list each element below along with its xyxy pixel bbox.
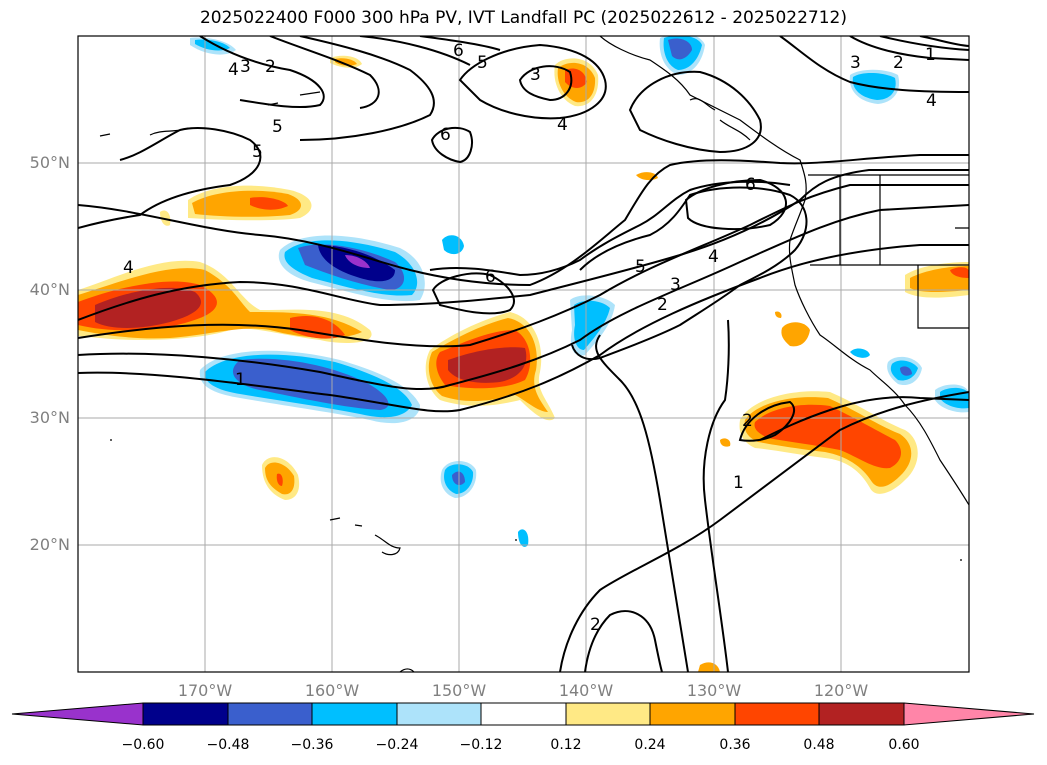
contour-label: 5 [635,257,646,277]
contour-label: 4 [123,258,134,278]
colorbar-tick: −0.60 [121,737,165,753]
lon-label: 140°W [558,681,614,700]
colorbar-swatch [565,702,651,726]
colorbar-swatch [818,702,905,726]
lon-label: 130°W [686,681,742,700]
colorbar-swatch [311,702,398,726]
contour-label: 2 [657,295,668,315]
colorbar-swatch [227,702,313,726]
lat-label: 50°N [29,153,70,172]
map-frame [77,35,970,673]
contour-labels: 1 1 1 2 2 2 2 2 3 3 3 3 4 4 4 4 4 5 5 5 … [123,41,937,635]
contour-label: 6 [440,125,451,145]
contours [78,36,969,672]
colorbar-swatch [480,702,567,726]
contour-label: 1 [235,370,246,390]
colorbar-swatch [649,702,736,726]
contour-label: 3 [670,275,681,295]
contour-label: 6 [453,41,464,61]
colorbar-tick: 0.24 [634,737,666,753]
colorbar-extend-low [11,702,144,726]
contour-label: 2 [742,411,753,431]
contour-label: 4 [708,247,719,267]
contour-label: 2 [590,615,601,635]
colorbar-tick: 0.36 [719,737,751,753]
contour-label: 6 [485,267,496,287]
colorbar [11,702,1035,726]
contour-label: 4 [926,91,937,111]
colorbar-tick: 0.12 [550,737,582,753]
contour-label: 1 [925,45,936,65]
contour-label: 5 [272,117,283,137]
contour-label: 6 [745,175,756,195]
contour-label: 2 [893,53,904,73]
lon-label: 170°W [177,681,233,700]
lat-label: 40°N [29,280,70,299]
colorbar-swatch [396,702,482,726]
contour-label: 3 [530,65,541,85]
map-title: 2025022400 F000 300 hPa PV, IVT Landfall… [199,8,847,28]
contour-label: 4 [557,115,568,135]
colorbar-extend-high [903,702,1035,726]
colorbar-tick: 0.48 [803,737,835,753]
contour-label: 5 [252,142,263,162]
plot-area: 1 1 1 2 2 2 2 2 3 3 3 3 4 4 4 4 4 5 5 5 … [78,36,969,672]
contour-label: 4 [228,60,239,80]
lat-label: 30°N [29,408,70,427]
colorbar-tick: −0.24 [375,737,419,753]
contour-label: 3 [240,57,251,77]
contour-label: 5 [477,53,488,73]
colorbar-tick: −0.12 [459,737,503,753]
contour-label: 3 [850,53,861,73]
lon-label: 160°W [304,681,360,700]
colorbar-tick: −0.36 [290,737,334,753]
colorbar-swatch [142,702,229,726]
lon-label: 120°W [813,681,869,700]
contour-label: 2 [265,57,276,77]
colorbar-tick: −0.48 [206,737,250,753]
colorbar-tick: 0.60 [888,737,920,753]
colorbar-swatch [734,702,820,726]
lon-label: 150°W [431,681,487,700]
lat-label: 20°N [29,535,70,554]
contour-label: 1 [733,473,744,493]
